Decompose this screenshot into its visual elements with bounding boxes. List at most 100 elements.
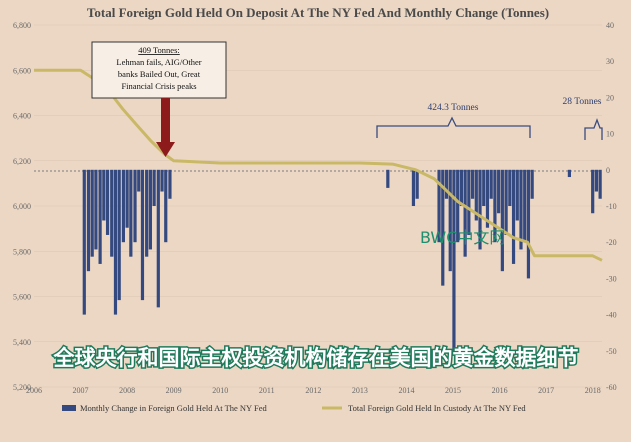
overlay-caption: 全球央行和国际主权投资机构储存在美国的黄金数据细节: [53, 346, 579, 370]
right-tick-label: 0: [606, 166, 610, 175]
bar: [504, 169, 508, 235]
bar: [117, 169, 121, 301]
total-gold-line: [34, 68, 603, 262]
right-tick-label: 40: [606, 21, 614, 30]
bar: [452, 169, 456, 351]
bar: [515, 169, 519, 221]
bar: [415, 169, 419, 199]
bar: [411, 169, 416, 206]
left-tick-label: 5,400: [13, 338, 31, 347]
x-tick-label: 2007: [73, 386, 89, 395]
bracket-28-label: 28 Tonnes: [562, 97, 601, 107]
bar: [105, 169, 110, 235]
x-tick-label: 2013: [352, 386, 368, 395]
right-tick-label: -60: [606, 383, 617, 392]
left-tick-label: 6,600: [13, 66, 31, 75]
bar: [441, 169, 445, 286]
bar: [456, 169, 460, 243]
bar: [160, 169, 164, 192]
bar: [90, 169, 94, 257]
x-axis: 2006 2007 2008 2009 2010 2011 2012 2013 2014 2015…: [26, 386, 601, 395]
callout-arrow-shaft: [161, 98, 170, 142]
bar: [129, 169, 133, 257]
bar: [594, 169, 599, 192]
bar: [110, 169, 114, 257]
x-tick-label: 2018: [585, 386, 601, 395]
bar: [82, 169, 86, 315]
bar: [508, 169, 512, 206]
bar: [386, 169, 390, 188]
bar: [467, 169, 471, 235]
left-tick-label: 6,000: [13, 202, 31, 211]
bar: [152, 169, 156, 206]
left-tick-label: 6,200: [13, 157, 31, 166]
x-tick-label: 2016: [492, 386, 508, 395]
bar: [511, 169, 516, 264]
bar: [567, 169, 572, 178]
bar: [526, 169, 531, 279]
bar: [470, 169, 475, 199]
right-tick-label: 30: [606, 57, 614, 66]
x-tick-label: 2015: [445, 386, 461, 395]
bar: [133, 169, 137, 243]
callout-line-3: banks Bailed Out, Great: [118, 69, 201, 79]
bar: [530, 169, 534, 199]
right-tick-label: -50: [606, 347, 617, 356]
right-tick-label: -20: [606, 238, 617, 247]
left-tick-label: 5,600: [13, 293, 31, 302]
callout-arrow-head: [156, 142, 175, 157]
bracket-28: 28 Tonnes: [562, 97, 603, 140]
bar: [444, 169, 449, 199]
bar: [102, 169, 106, 221]
bar: [164, 169, 168, 243]
legend-swatch-bars: [62, 405, 76, 411]
bar: [519, 169, 523, 250]
bar-series: [82, 169, 602, 351]
bar: [137, 169, 141, 192]
bar: [98, 169, 102, 264]
bracket-424-label: 424.3 Tonnes: [428, 103, 479, 113]
chart-title: Total Foreign Gold Held On Deposit At Th…: [87, 5, 549, 20]
x-tick-label: 2014: [398, 386, 414, 395]
bar: [168, 169, 172, 199]
legend-label-line: Total Foreign Gold Held In Custody At Th…: [348, 403, 526, 413]
watermark: BWC中文网: [420, 228, 505, 247]
bar: [478, 169, 482, 250]
bar: [500, 169, 504, 272]
bar: [94, 169, 98, 250]
bar: [493, 169, 497, 243]
right-tick-label: 10: [606, 130, 614, 139]
bar: [474, 169, 478, 221]
bar: [86, 169, 91, 272]
right-tick-label: -40: [606, 311, 617, 320]
bar: [145, 169, 149, 257]
left-tick-label: 5,800: [13, 247, 31, 256]
bar: [156, 169, 160, 308]
callout: 409 Tonnes: Lehman fails, AIG/Other bank…: [91, 41, 227, 157]
bar: [140, 169, 145, 301]
legend-label-bars: Monthly Change in Foreign Gold Held At T…: [80, 403, 268, 413]
bar: [437, 169, 441, 243]
bar: [485, 169, 490, 228]
x-tick-label: 2017: [538, 386, 554, 395]
bar: [148, 169, 152, 250]
left-tick-label: 5,200: [13, 383, 31, 392]
right-tick-label: 20: [606, 93, 614, 102]
legend: Monthly Change in Foreign Gold Held At T…: [62, 403, 526, 413]
x-tick-label: 2010: [212, 386, 228, 395]
x-tick-label: 2006: [26, 386, 42, 395]
bar: [497, 169, 501, 214]
bar: [459, 169, 463, 206]
x-tick-label: 2012: [305, 386, 321, 395]
bar: [125, 169, 129, 228]
bar: [448, 169, 452, 272]
x-tick-label: 2008: [119, 386, 135, 395]
bracket-424: 424.3 Tonnes: [376, 103, 531, 138]
x-tick-label: 2011: [259, 386, 275, 395]
x-tick-label: 2009: [166, 386, 182, 395]
bar: [523, 169, 527, 243]
bar: [598, 169, 602, 199]
left-axis: 6,800 6,600 6,400 6,200 6,000 5,800 5,600 5,400…: [13, 21, 31, 392]
bar: [113, 169, 118, 315]
